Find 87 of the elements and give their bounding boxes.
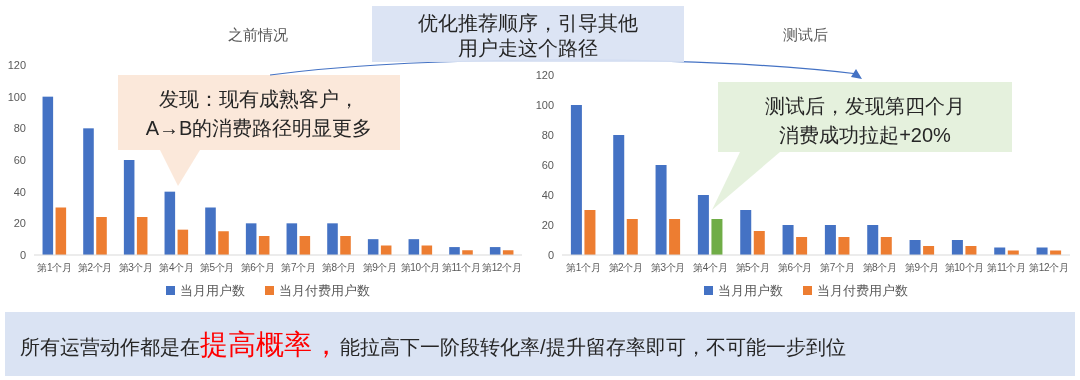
bar: [697, 195, 709, 255]
bar: [55, 207, 67, 255]
x-tick-label: 第10个月: [400, 262, 440, 273]
annotation: 发现：现有成熟客户，A→B的消费路径明显更多: [145, 88, 373, 139]
legend-label: 当月用户数: [718, 283, 783, 298]
bar: [909, 240, 921, 255]
x-tick-label: 第4个月: [693, 262, 728, 273]
bar: [740, 210, 752, 255]
bar: [177, 229, 189, 255]
bar: [218, 231, 229, 255]
x-tick-label: 第3个月: [118, 262, 153, 273]
bar: [867, 225, 879, 255]
x-tick-label: 第12个月: [1029, 262, 1069, 273]
x-tick-label: 第3个月: [650, 262, 685, 273]
bar: [824, 225, 836, 255]
bar: [838, 237, 850, 255]
y-tick-label: 120: [7, 59, 26, 71]
x-tick-label: 第7个月: [281, 262, 316, 273]
y-tick-label: 40: [541, 189, 554, 201]
bar: [123, 160, 135, 255]
x-tick-label: 第4个月: [159, 262, 194, 273]
y-tick-label: 100: [535, 99, 554, 111]
x-tick-label: 第12个月: [482, 262, 522, 273]
y-tick-label: 0: [547, 249, 554, 261]
bar: [205, 207, 216, 255]
x-tick-label: 第11个月: [987, 262, 1026, 273]
bar: [164, 191, 176, 255]
text: 所有运营动作都是在: [20, 336, 200, 358]
y-tick-label: 20: [541, 219, 554, 231]
chart-title: 之前情况: [228, 26, 288, 43]
x-tick-label: 第8个月: [862, 262, 897, 273]
chart-title: 测试后: [782, 26, 828, 43]
bar: [367, 239, 379, 255]
y-tick-label: 120: [535, 69, 554, 81]
x-tick-label: 第1个月: [37, 262, 72, 273]
bar: [711, 219, 723, 255]
x-tick-label: 第5个月: [735, 262, 770, 273]
bar: [753, 231, 765, 255]
text: 提高概率，: [200, 329, 340, 360]
legend-label: 当月付费用户数: [817, 283, 908, 298]
bar: [796, 237, 808, 255]
x-tick-label: 第9个月: [904, 262, 939, 273]
bar: [42, 96, 54, 255]
bar: [449, 247, 460, 255]
bar: [327, 223, 338, 255]
y-tick-label: 40: [13, 185, 26, 198]
bar: [613, 135, 625, 255]
bar: [299, 236, 311, 255]
bar: [626, 219, 638, 255]
x-tick-label: 第1个月: [566, 262, 601, 273]
bar: [408, 239, 420, 255]
x-tick-label: 第2个月: [608, 262, 643, 273]
bar: [340, 236, 351, 255]
bar: [570, 105, 582, 255]
x-tick-label: 第8个月: [322, 262, 356, 273]
x-tick-label: 第5个月: [200, 262, 234, 273]
legend-label: 当月用户数: [180, 283, 245, 298]
x-tick-label: 第7个月: [820, 262, 855, 273]
bar: [951, 240, 963, 255]
y-tick-label: 60: [13, 154, 26, 166]
bar: [258, 236, 270, 255]
x-tick-label: 第11个月: [441, 262, 481, 273]
bar: [669, 219, 681, 255]
y-tick-label: 80: [541, 129, 554, 141]
bar: [655, 165, 667, 255]
annotation: 测试后，发现第四个月消费成功拉起+20%: [765, 95, 965, 146]
x-tick-label: 第6个月: [240, 262, 275, 273]
x-tick-label: 第6个月: [777, 262, 812, 273]
x-tick-label: 第9个月: [362, 262, 397, 273]
bar: [782, 225, 794, 255]
y-tick-label: 0: [19, 249, 26, 261]
x-tick-label: 第2个月: [78, 262, 112, 273]
bar: [286, 223, 298, 255]
bar: [136, 217, 148, 255]
bar: [880, 237, 892, 255]
bar: [584, 210, 596, 255]
bar: [245, 223, 257, 255]
y-tick-label: 60: [541, 159, 554, 171]
bar: [96, 217, 107, 255]
legend-label: 当月付费用户数: [279, 283, 370, 298]
y-tick-label: 100: [7, 90, 26, 103]
y-tick-label: 80: [13, 122, 26, 135]
bar: [83, 128, 94, 255]
text: 优化推荐顺序，引导其他用户走这个路径: [418, 12, 638, 59]
x-tick-label: 第10个月: [944, 262, 984, 273]
text: 能拉高下一阶段转化率/提升留存率即可，不可能一步到位: [340, 336, 846, 358]
y-tick-label: 20: [13, 217, 26, 230]
